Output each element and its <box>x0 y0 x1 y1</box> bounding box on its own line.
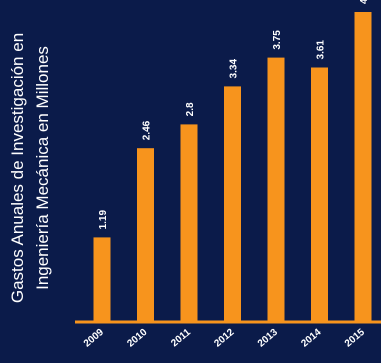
bar-2011 <box>180 124 198 322</box>
data-label-2011: 2.8 <box>185 102 196 116</box>
x-tick-labels-group: 2009 2010 2011 2012 2013 2014 2015 <box>82 327 367 350</box>
data-label-2012: 3.34 <box>229 59 240 79</box>
data-label-2009: 1.19 <box>98 210 109 230</box>
x-tick-label-2015: 2015 <box>343 327 367 350</box>
x-tick-label-2010: 2010 <box>125 327 149 350</box>
x-tick-label-2013: 2013 <box>256 327 280 350</box>
bar-2013 <box>267 57 285 321</box>
x-tick-label-2011: 2011 <box>169 327 193 350</box>
y-axis-label-line2: Ingeniería Mecánica en Millones <box>33 46 52 290</box>
data-labels-group: 1.19 2.46 2.8 3.34 3.75 3.61 4.4 <box>98 0 370 229</box>
x-tick-label-2012: 2012 <box>212 327 236 350</box>
bars-group <box>93 12 372 322</box>
data-label-2014: 3.61 <box>316 40 327 60</box>
data-label-2013: 3.75 <box>272 30 283 50</box>
bar-2009 <box>93 237 111 321</box>
y-axis-label-line1: Gastos Anuales de Investigación en <box>8 33 27 303</box>
data-label-2015: 4.4 <box>359 0 370 4</box>
x-tick-label-2014: 2014 <box>299 327 323 350</box>
bar-2012 <box>224 86 241 322</box>
bar-2014 <box>311 67 328 321</box>
bar-2015 <box>354 12 372 321</box>
x-tick-label-2009: 2009 <box>82 327 106 350</box>
data-label-2010: 2.46 <box>142 120 153 140</box>
bar-2010 <box>137 148 154 321</box>
